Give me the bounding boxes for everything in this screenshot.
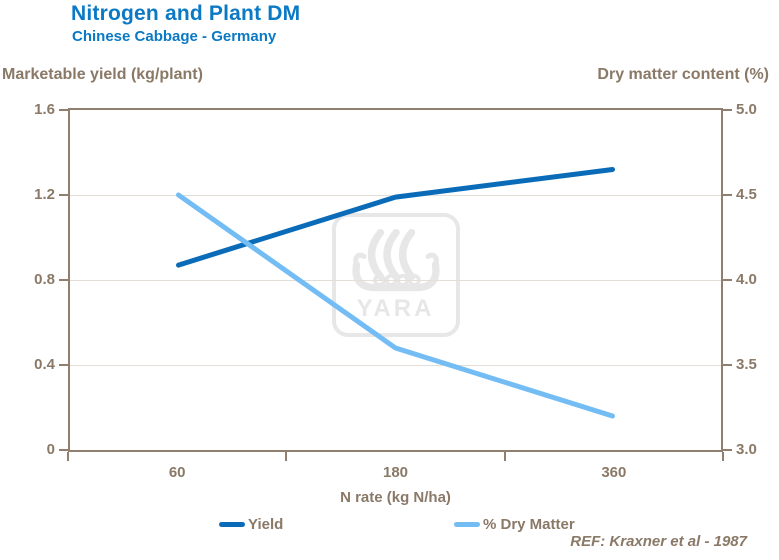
y-axis-tick-label: 0.4: [34, 356, 55, 373]
y2-axis-tick-mark: [723, 109, 732, 111]
legend-label-dry-matter: % Dry Matter: [483, 515, 575, 533]
y2-axis-tick-label: 4.5: [736, 186, 757, 203]
x-axis-tick-mark: [285, 452, 288, 461]
y2-axis-tick-label: 5.0: [736, 101, 757, 118]
yield-line: [176, 167, 615, 268]
yield-line-swatch: [219, 521, 245, 527]
reference-text: REF: Kraxner et al - 1987: [570, 533, 747, 550]
gridline: [70, 365, 721, 366]
legend-label-yield: Yield: [248, 515, 284, 533]
y2-axis-tick-label: 4.0: [736, 271, 757, 288]
x-axis-tick-label: 360: [601, 464, 627, 481]
x-axis-tick-mark: [67, 452, 69, 461]
y-axis-tick-mark: [59, 109, 68, 111]
y2-axis-tick-label: 3.5: [736, 356, 757, 373]
legend-item-dry-matter: % Dry Matter: [454, 515, 575, 533]
dry-matter-line-swatch: [454, 521, 480, 527]
y-axis-tick-label: 0: [46, 441, 55, 458]
y-axis-tick-mark: [59, 364, 68, 366]
y2-axis-tick-mark: [723, 279, 732, 281]
y-axis-tick-label: 1.6: [34, 101, 55, 118]
x-axis-title: N rate (kg N/ha): [340, 489, 451, 506]
page-title: Nitrogen and Plant DM: [71, 2, 301, 25]
y-axis-tick-label: 0.8: [34, 271, 55, 288]
y-axis-tick-mark: [59, 449, 68, 451]
gridline: [70, 280, 721, 281]
y-axis-tick-mark: [59, 279, 68, 281]
y2-axis-tick-mark: [723, 449, 732, 451]
plot-area: YARA: [68, 108, 723, 452]
x-axis-tick-label: 60: [168, 464, 186, 481]
page-subtitle: Chinese Cabbage - Germany: [72, 28, 277, 45]
left-axis-title: Marketable yield (kg/plant): [2, 66, 203, 83]
dry-matter-line: [176, 192, 615, 419]
right-axis-title: Dry matter content (%): [597, 66, 769, 83]
chart-lines: [176, 167, 615, 419]
x-axis-tick-label: 180: [382, 464, 409, 481]
x-axis-tick-mark: [503, 452, 506, 461]
y2-axis-tick-mark: [723, 364, 732, 366]
y-axis-tick-mark: [59, 194, 68, 196]
y-axis-tick-label: 1.2: [34, 186, 55, 203]
y2-axis-tick-mark: [723, 194, 732, 196]
x-axis-tick-mark: [722, 452, 724, 461]
y2-axis-tick-label: 3.0: [736, 441, 757, 458]
legend-item-yield: Yield: [219, 515, 283, 533]
